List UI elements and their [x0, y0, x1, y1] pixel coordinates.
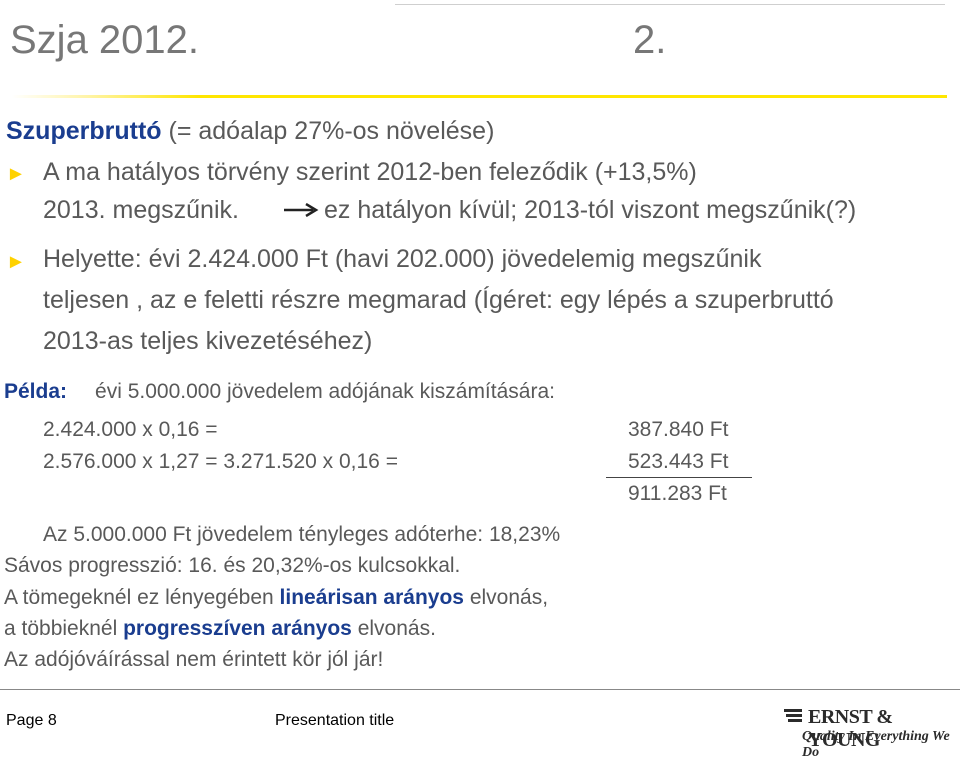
conclusion-line-3: a többieknél progresszíven arányos elvon… — [4, 617, 436, 641]
calc-result-2: 523.443 Ft — [628, 450, 729, 473]
conclusion-line-1: Sávos progresszió: 16. és 20,32%-os kulc… — [4, 554, 461, 577]
bullet-text-3-line2: teljesen , az e feletti részre megmarad … — [43, 286, 834, 314]
bullet-arrow-icon: ► — [6, 251, 26, 273]
top-divider — [395, 4, 945, 5]
bullet-arrow-icon: ► — [6, 163, 26, 185]
footer-divider — [0, 689, 960, 690]
conclusion-emphasis: progresszíven arányos — [123, 617, 352, 640]
example-label: Példa: — [4, 380, 68, 403]
conclusion-line-4: Az adójóváírással nem érintett kör jól j… — [4, 648, 384, 671]
conclusion-line-2: A tömegeknél ez lényegében lineárisan ar… — [4, 586, 548, 610]
conclusion-text: elvonás. — [351, 617, 436, 640]
heading-rest: (= adóalap 27%-os növelése) — [161, 117, 495, 145]
calc-expr-2: 2.576.000 x 1,27 = 3.271.520 x 0,16 = — [43, 450, 398, 473]
conclusion-text: a többieknél — [4, 617, 124, 640]
bullet-text-2-end: ez hatályon kívül; 2013-tól viszont megs… — [324, 196, 857, 224]
presentation-title: Presentation title — [275, 712, 395, 729]
right-arrow-icon — [283, 202, 319, 222]
calc-expr-1: 2.424.000 x 0,16 = — [43, 418, 218, 441]
conclusion-text: elvonás, — [463, 586, 549, 609]
ernst-young-logo: ERNST & YOUNG Quality In Everything We D… — [782, 706, 954, 760]
page-number: Page 8 — [6, 712, 57, 729]
bullet-text-3-line1: Helyette: évi 2.424.000 Ft (havi 202.000… — [43, 245, 762, 273]
conclusion-emphasis: lineárisan arányos — [279, 586, 464, 609]
heading-keyword: Szuperbruttó — [6, 117, 162, 145]
slide-title: Szja 2012. — [10, 18, 200, 62]
example-description: évi 5.000.000 jövedelem adójának kiszámí… — [95, 380, 555, 403]
bullet-text-1: A ma hatályos törvény szerint 2012-ben f… — [43, 158, 697, 186]
calc-result-1: 387.840 Ft — [628, 418, 729, 441]
section-heading: Szuperbruttó (= adóalap 27%-os növelése) — [6, 117, 494, 146]
bullet-text-2-start: 2013. megszűnik. — [43, 196, 239, 224]
conclusion-text: A tömegeknél ez lényegében — [4, 586, 280, 609]
logo-tagline: Quality In Everything We Do — [802, 729, 950, 760]
example-line: Példa: évi 5.000.000 jövedelem adójának k… — [4, 380, 555, 404]
slide-number: 2. — [633, 18, 667, 62]
example-summary: Az 5.000.000 Ft jövedelem tényleges adót… — [43, 523, 561, 546]
calc-total: 911.283 Ft — [628, 482, 727, 505]
bullet-text-3-line3: 2013-as teljes kivezetéséhez) — [43, 327, 373, 355]
sum-line — [606, 477, 752, 478]
title-underline — [12, 95, 947, 98]
